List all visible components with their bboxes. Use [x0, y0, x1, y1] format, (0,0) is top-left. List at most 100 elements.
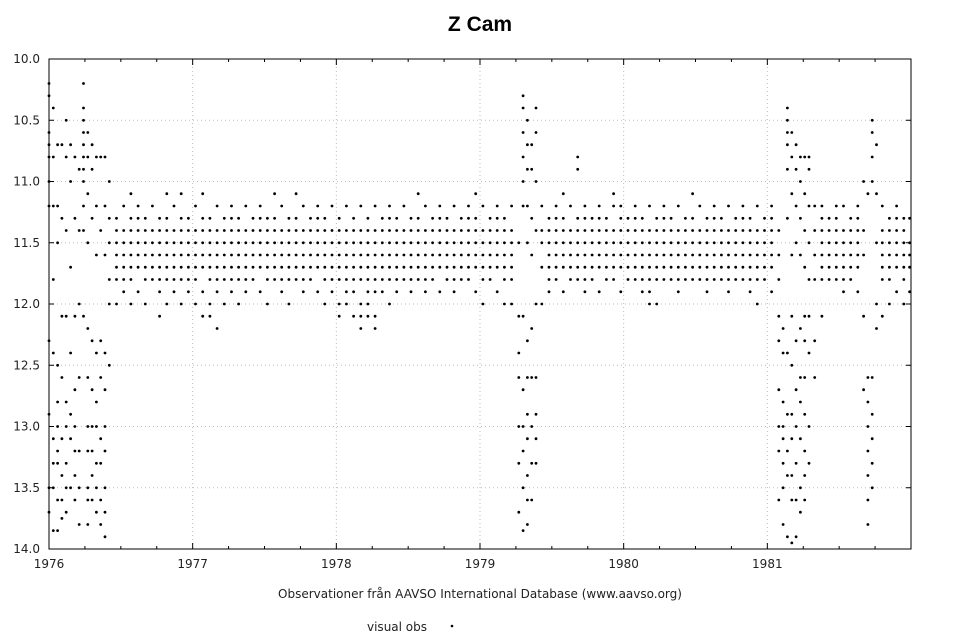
data-point	[880, 265, 884, 269]
data-point	[590, 241, 594, 245]
data-point	[554, 216, 558, 220]
data-point	[777, 388, 781, 392]
x-tick-label: 1979	[465, 557, 496, 571]
data-point	[86, 131, 90, 134]
data-point	[790, 131, 794, 134]
data-point	[86, 425, 90, 428]
data-point	[90, 449, 94, 453]
data-point	[345, 302, 348, 306]
data-point	[503, 253, 506, 257]
data-point	[301, 265, 305, 269]
y-tick-label: 13.0	[13, 420, 40, 434]
data-point	[445, 253, 449, 257]
data-point	[345, 253, 348, 257]
data-point	[474, 229, 478, 232]
data-point	[316, 204, 320, 208]
x-tick-label: 1976	[34, 557, 65, 571]
data-point	[201, 241, 205, 245]
data-point	[827, 278, 831, 281]
data-point	[467, 241, 470, 245]
data-point	[352, 241, 355, 245]
data-point	[813, 229, 817, 232]
data-point	[459, 216, 463, 220]
data-point	[655, 216, 659, 220]
data-point	[530, 253, 534, 257]
data-point	[807, 167, 811, 171]
data-point	[359, 327, 363, 330]
data-point	[201, 253, 205, 257]
data-point	[648, 278, 651, 281]
data-point	[273, 253, 276, 257]
data-point	[438, 265, 442, 269]
data-point	[69, 437, 72, 441]
data-point	[875, 143, 878, 147]
data-point	[438, 290, 442, 294]
data-point	[755, 265, 759, 269]
data-point	[691, 241, 694, 245]
data-point	[554, 241, 558, 245]
data-point	[107, 302, 111, 306]
data-point	[215, 278, 219, 281]
data-point	[172, 290, 176, 294]
data-point	[201, 192, 205, 196]
data-point	[294, 265, 298, 269]
data-point	[820, 265, 824, 269]
data-point	[875, 241, 878, 245]
data-point	[82, 229, 85, 232]
data-point	[431, 241, 434, 245]
data-point	[705, 216, 709, 220]
data-point	[301, 241, 305, 245]
data-point	[755, 204, 759, 208]
data-point	[143, 253, 147, 257]
data-point	[445, 216, 449, 220]
data-point	[158, 265, 162, 269]
data-point	[698, 241, 702, 245]
data-point	[534, 376, 538, 379]
data-point	[748, 216, 752, 220]
data-point	[51, 278, 55, 281]
data-point	[576, 278, 580, 281]
data-point	[151, 265, 154, 269]
data-point	[179, 241, 183, 245]
data-point	[337, 253, 341, 257]
data-point	[547, 290, 551, 294]
data-point	[763, 216, 766, 220]
data-point	[569, 229, 572, 232]
data-point	[373, 278, 377, 281]
data-point	[309, 216, 312, 220]
data-point	[424, 278, 427, 281]
data-point	[416, 253, 420, 257]
data-point	[862, 253, 865, 257]
data-point	[452, 278, 456, 281]
data-point	[856, 241, 860, 245]
data-point	[495, 216, 499, 220]
data-point	[755, 278, 759, 281]
data-point	[187, 278, 190, 281]
data-point	[352, 278, 355, 281]
data-point	[741, 229, 745, 232]
data-point	[597, 229, 601, 232]
data-point	[129, 253, 133, 257]
data-point	[862, 229, 865, 232]
data-point	[590, 253, 594, 257]
data-point	[626, 241, 630, 245]
data-point	[684, 216, 687, 220]
data-point	[388, 216, 391, 220]
data-point	[459, 229, 463, 232]
data-point	[834, 265, 838, 269]
data-point	[103, 425, 107, 428]
chart-title: Z Cam	[448, 13, 512, 36]
data-point	[790, 363, 794, 367]
data-point	[741, 204, 745, 208]
data-point	[258, 290, 262, 294]
data-point	[266, 265, 269, 269]
data-point	[770, 216, 773, 220]
data-point	[481, 302, 485, 306]
data-point	[807, 204, 811, 208]
data-point	[605, 241, 608, 245]
data-point	[56, 449, 59, 453]
data-point	[373, 327, 377, 330]
data-point	[452, 265, 456, 269]
data-point	[648, 290, 651, 294]
data-point	[856, 229, 860, 232]
